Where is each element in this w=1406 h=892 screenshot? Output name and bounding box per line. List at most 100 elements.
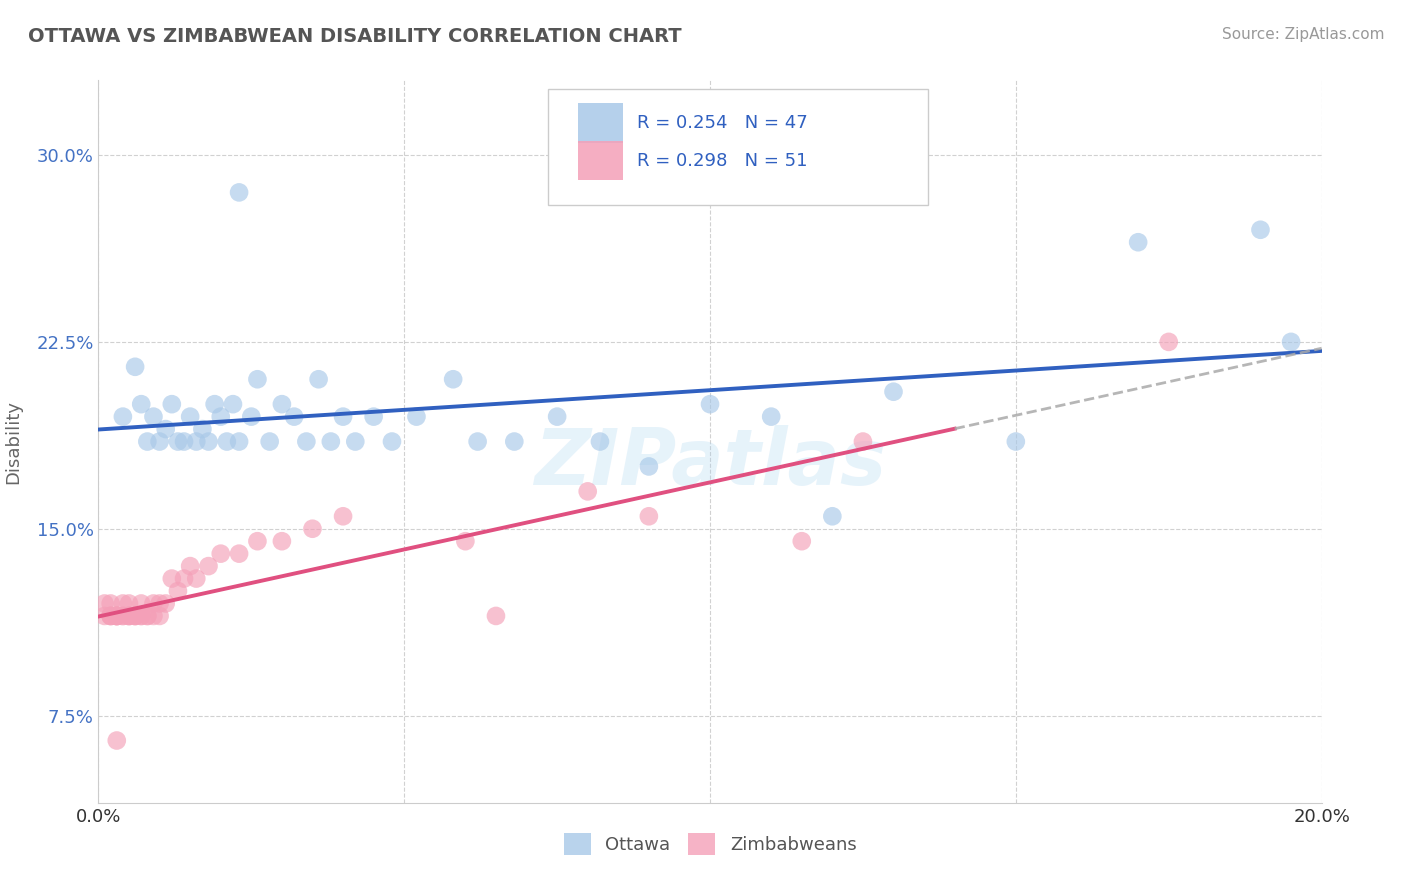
Point — [790, 534, 813, 549]
Point — [821, 509, 844, 524]
Point — [283, 409, 305, 424]
Point — [100, 609, 122, 624]
Point — [259, 434, 281, 449]
Point — [93, 597, 115, 611]
Y-axis label: Disability: Disability — [4, 400, 22, 483]
Point — [191, 422, 214, 436]
Point — [344, 434, 367, 449]
Point — [93, 609, 115, 624]
Point — [319, 434, 342, 449]
Point — [142, 609, 165, 624]
Point — [204, 397, 226, 411]
Point — [209, 409, 232, 424]
Point — [167, 584, 190, 599]
Point — [576, 484, 599, 499]
Point — [111, 597, 134, 611]
Point — [124, 609, 146, 624]
Point — [160, 572, 183, 586]
Point — [173, 572, 195, 586]
Point — [270, 534, 292, 549]
Point — [546, 409, 568, 424]
Point — [228, 186, 250, 200]
Point — [149, 434, 172, 449]
Point — [186, 572, 208, 586]
Point — [215, 434, 238, 449]
Point — [124, 359, 146, 374]
Point — [118, 609, 141, 624]
Point — [405, 409, 427, 424]
Text: Source: ZipAtlas.com: Source: ZipAtlas.com — [1222, 27, 1385, 42]
Point — [105, 609, 128, 624]
Point — [105, 609, 128, 624]
Point — [179, 559, 201, 574]
Point — [485, 609, 508, 624]
Point — [155, 597, 177, 611]
Point — [136, 609, 159, 624]
Point — [111, 609, 134, 624]
Point — [179, 409, 201, 424]
Point — [129, 609, 152, 624]
Point — [129, 397, 152, 411]
Point — [332, 509, 354, 524]
Point — [1157, 334, 1180, 349]
Point — [637, 459, 661, 474]
Point — [270, 397, 292, 411]
Point — [301, 522, 323, 536]
Text: ZIPatlas: ZIPatlas — [534, 425, 886, 501]
Point — [759, 409, 782, 424]
Point — [129, 609, 152, 624]
Point — [441, 372, 464, 386]
Point — [118, 597, 141, 611]
Point — [160, 397, 183, 411]
Point — [503, 434, 526, 449]
Point — [105, 609, 128, 624]
Point — [124, 609, 146, 624]
Point — [186, 434, 208, 449]
Point — [173, 434, 195, 449]
Point — [363, 409, 385, 424]
Text: R = 0.298   N = 51: R = 0.298 N = 51 — [637, 152, 807, 169]
Point — [149, 597, 172, 611]
Point — [197, 434, 219, 449]
Point — [1279, 334, 1302, 349]
Point — [295, 434, 318, 449]
Point — [454, 534, 477, 549]
Point — [1004, 434, 1026, 449]
Point — [228, 434, 250, 449]
Point — [105, 733, 128, 747]
Point — [118, 609, 141, 624]
Point — [129, 597, 152, 611]
Point — [246, 372, 269, 386]
Point — [118, 609, 141, 624]
Point — [100, 609, 122, 624]
Text: OTTAWA VS ZIMBABWEAN DISABILITY CORRELATION CHART: OTTAWA VS ZIMBABWEAN DISABILITY CORRELAT… — [28, 27, 682, 45]
Point — [228, 547, 250, 561]
Point — [111, 609, 134, 624]
Point — [142, 409, 165, 424]
Point — [136, 434, 159, 449]
Point — [381, 434, 404, 449]
Legend: Ottawa, Zimbabweans: Ottawa, Zimbabweans — [557, 826, 863, 863]
Point — [209, 547, 232, 561]
Point — [467, 434, 489, 449]
Point — [637, 509, 661, 524]
Point — [155, 422, 177, 436]
Point — [589, 434, 612, 449]
Point — [149, 609, 172, 624]
Point — [699, 397, 721, 411]
Point — [1128, 235, 1150, 250]
Point — [197, 559, 219, 574]
Point — [105, 609, 128, 624]
Point — [142, 597, 165, 611]
Point — [308, 372, 330, 386]
Point — [136, 609, 159, 624]
Point — [240, 409, 263, 424]
Point — [100, 597, 122, 611]
Point — [167, 434, 190, 449]
Text: R = 0.254   N = 47: R = 0.254 N = 47 — [637, 114, 807, 132]
Point — [124, 609, 146, 624]
Point — [883, 384, 905, 399]
Point — [852, 434, 875, 449]
Point — [246, 534, 269, 549]
Point — [105, 609, 128, 624]
